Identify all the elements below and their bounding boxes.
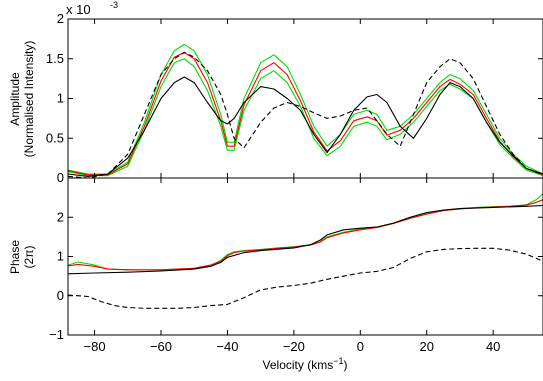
phase-xtick-label: 40 (486, 339, 500, 354)
exponent-power: -3 (110, 0, 118, 10)
phase-ylabel: Phase (2π) (8, 240, 36, 274)
phase-ytick-label: 0 (57, 288, 64, 303)
amplitude-ylabel-line1: Amplitude (8, 72, 22, 126)
phase-series-3-line (67, 204, 543, 275)
xlabel-power: −1 (333, 356, 343, 366)
phase-xtick-label: −80 (84, 339, 106, 354)
phase-ytick-label: 2 (57, 209, 64, 224)
amplitude-ytick-label: 2 (57, 11, 64, 26)
amplitude-axes-frame (67, 18, 543, 179)
amplitude-ylabel: Amplitude (Normalised Intensity) (8, 41, 36, 158)
amplitude-ylabel-line2: (Normalised Intensity) (22, 41, 36, 158)
phase-panel: −1 0 1 2 −80 −60 −40 −20 0 20 40 Phase (2π) Veloc… (8, 177, 543, 372)
phase-xtick-label: 0 (357, 339, 364, 354)
amplitude-ytick-label: 0 (57, 170, 64, 185)
exponent-base: x 10 (66, 2, 91, 17)
phase-series-2-line (67, 199, 543, 271)
amplitude-ytick-label: 1.5 (46, 51, 64, 66)
phase-series-1-line (67, 193, 543, 271)
amplitude-ytick-label: 0.5 (46, 130, 64, 145)
phase-ytick-label: 1 (57, 249, 64, 264)
amplitude-y-ticks: 0 0.5 1 1.5 2 (46, 11, 543, 185)
amplitude-series-3-line (67, 51, 543, 176)
amplitude-x-ticks (94, 19, 494, 178)
amplitude-series-2-line (67, 58, 543, 177)
amplitude-ytick-label: 1 (57, 91, 64, 106)
phase-series-4-line (67, 247, 543, 309)
phase-xtick-label: −60 (150, 339, 172, 354)
amplitude-series-5-line (67, 51, 543, 179)
amplitude-panel: 0 0.5 1 1.5 2 x 10 -3 Amplitude (Normalised … (8, 0, 543, 185)
xlabel-main: Velocity (kms (263, 358, 334, 372)
velocity-xlabel: Velocity (kms−1) (263, 356, 348, 372)
amplitude-series-group (67, 43, 543, 179)
phase-ylabel-line2: (2π) (22, 246, 36, 269)
amplitude-series-4-line (67, 76, 543, 177)
amplitude-series-1-line (67, 43, 543, 175)
phase-xtick-label: −40 (216, 339, 238, 354)
phase-ylabel-line1: Phase (8, 240, 22, 274)
phase-xtick-label: 20 (420, 339, 434, 354)
xlabel-close: ) (343, 358, 347, 372)
phase-axes-frame (67, 177, 543, 336)
phase-x-ticks: −80 −60 −40 −20 0 20 40 (84, 178, 500, 354)
phase-ytick-label: −1 (49, 327, 64, 342)
phase-series-group (67, 193, 543, 309)
phase-xtick-label: −20 (283, 339, 305, 354)
phase-y-ticks: −1 0 1 2 (49, 209, 543, 342)
amplitude-exponent: x 10 -3 (66, 0, 118, 17)
